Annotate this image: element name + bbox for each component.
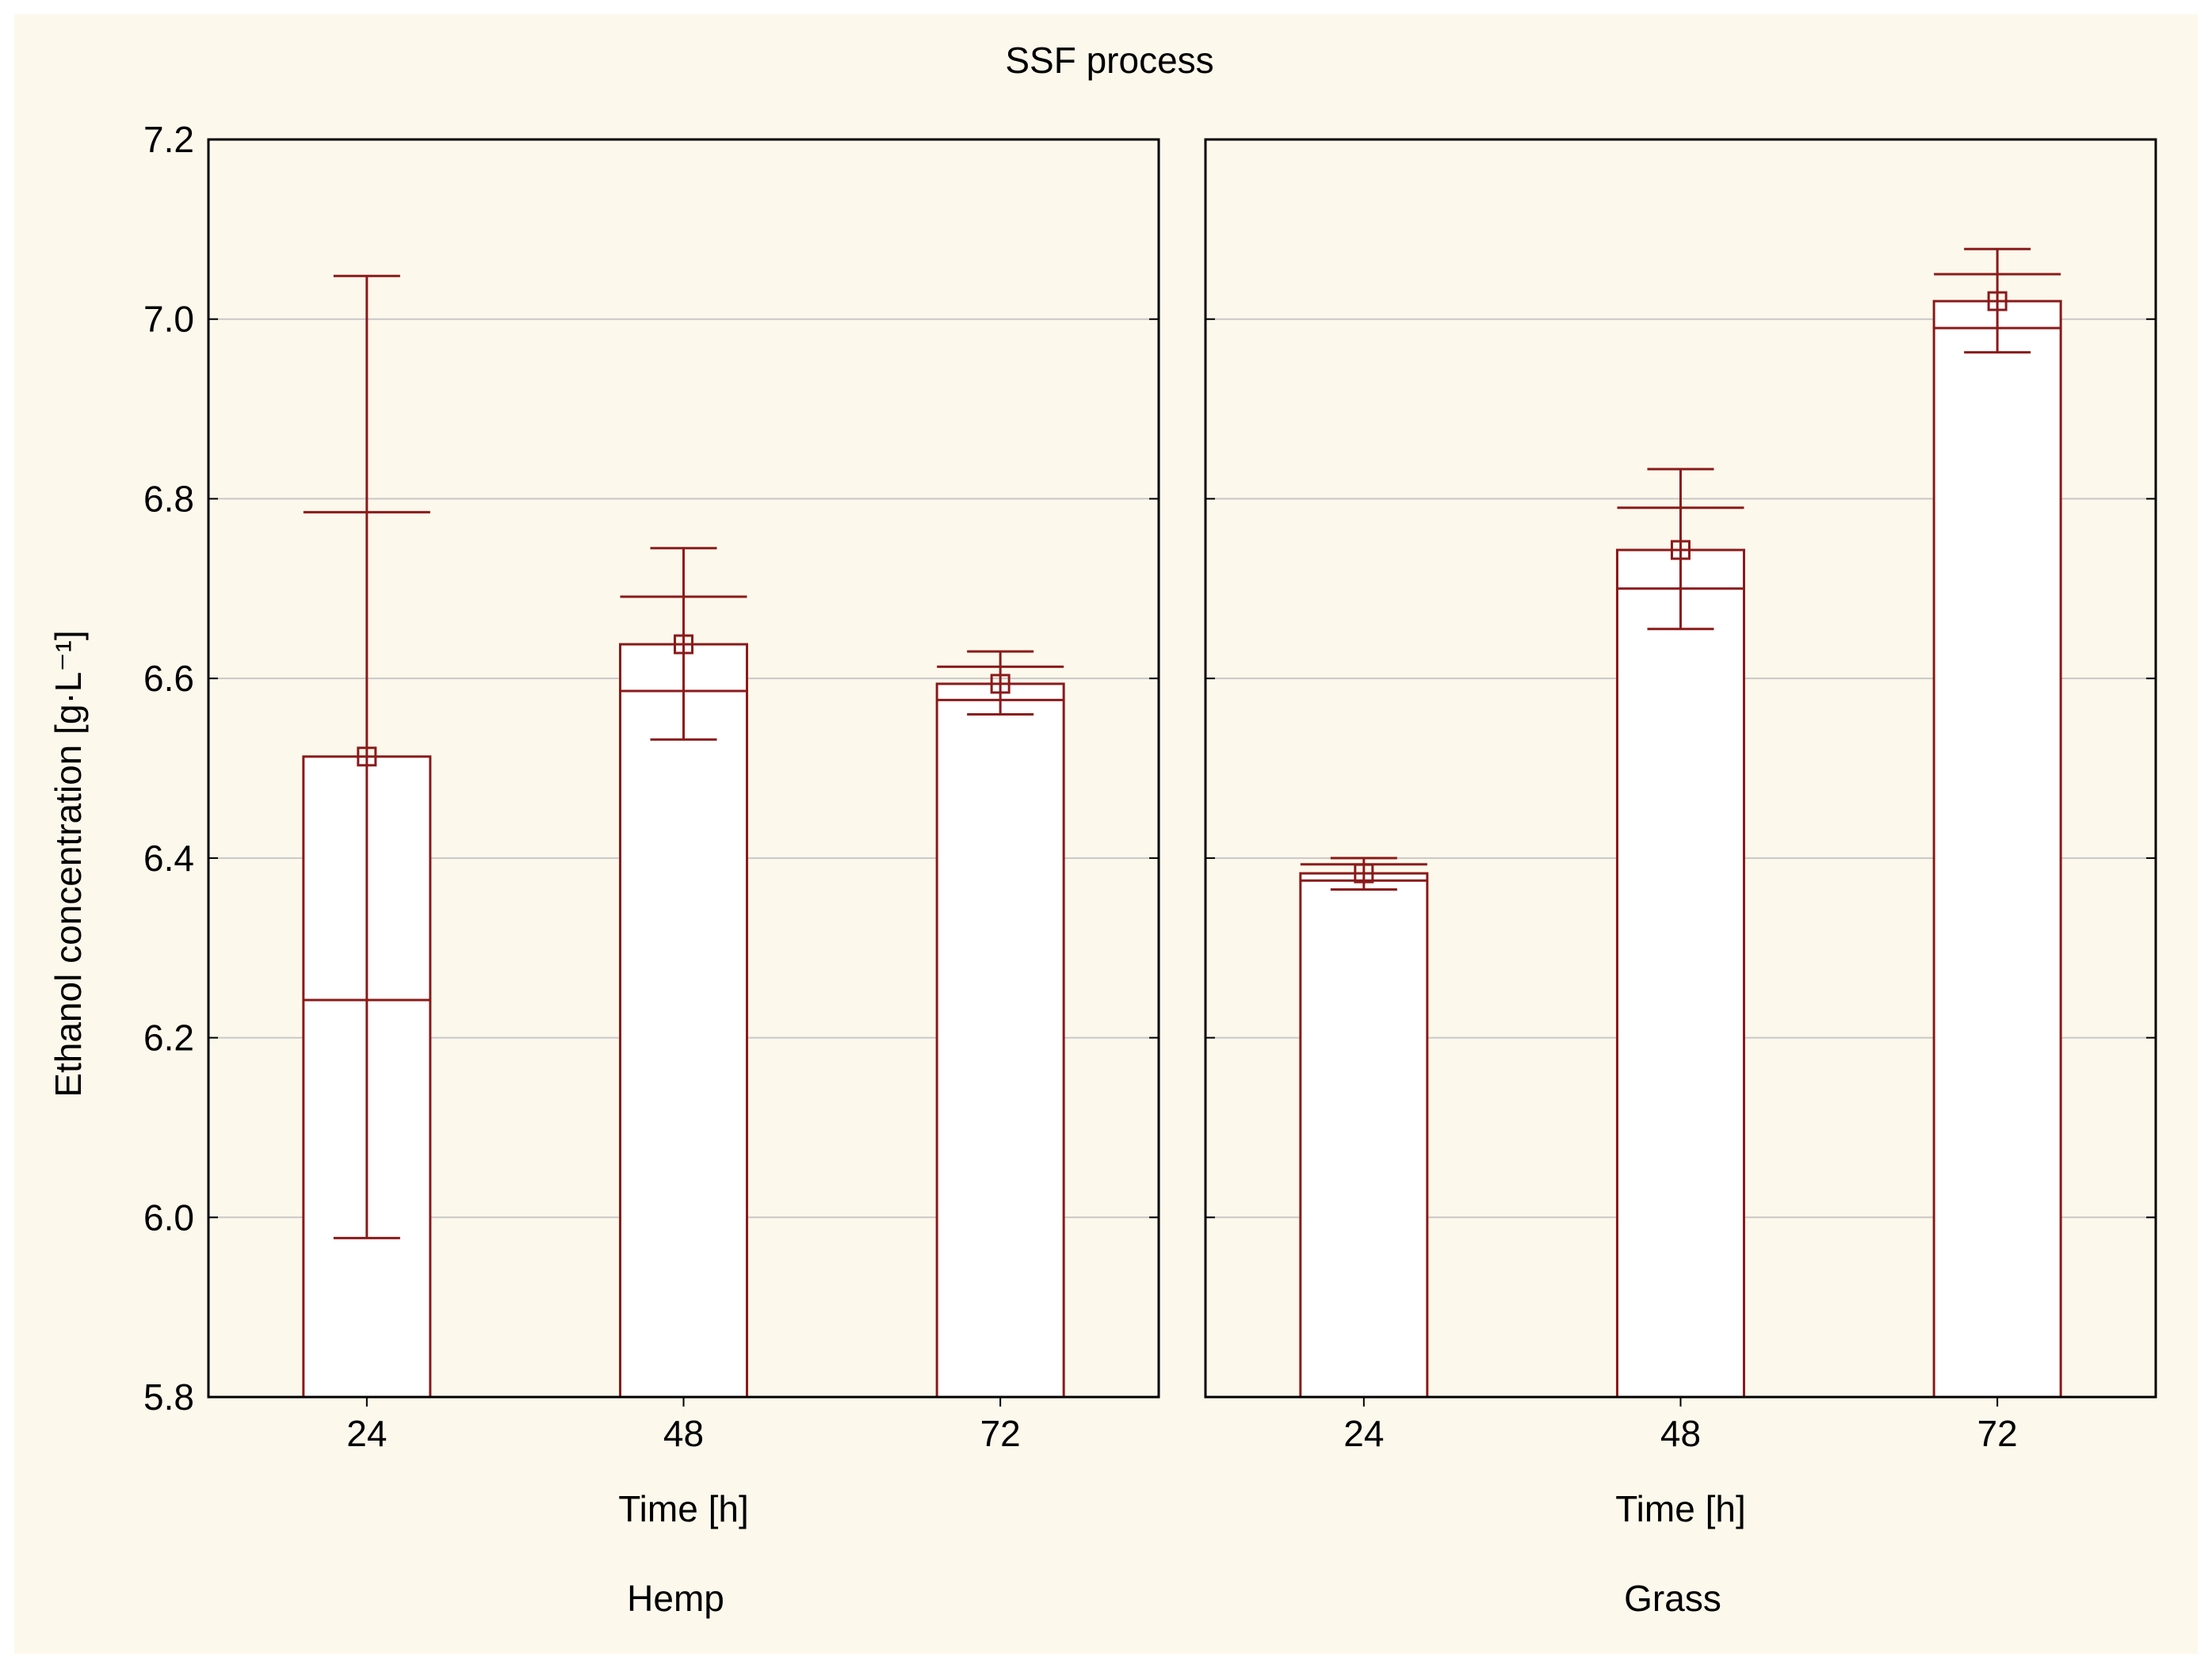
bar [619, 643, 748, 1399]
bar-group-grass-24: 24 [1299, 857, 1429, 1454]
x-tick-label: 48 [1660, 1413, 1701, 1454]
plot-frame [1204, 138, 2157, 1399]
y-tick-label: 5.8 [143, 1376, 194, 1418]
x-axis-label: Time [h] [1615, 1488, 1745, 1529]
y-tick-label: 6.2 [143, 1017, 194, 1059]
y-tick-label: 6.0 [143, 1197, 194, 1238]
y-tick-label: 6.6 [143, 658, 194, 699]
group-label: Grass [1624, 1578, 1721, 1619]
x-tick-label: 72 [980, 1413, 1021, 1454]
bar-group-grass-48: 48 [1616, 468, 1745, 1454]
mean-marker [674, 634, 693, 655]
mean-marker [1354, 863, 1374, 884]
bar-group-hemp-48: 48 [619, 547, 748, 1454]
x-tick-label: 24 [1343, 1413, 1384, 1454]
mean-marker [357, 746, 377, 767]
panel-grass: 24 48 72 Time [h] Grass [1204, 138, 2157, 1619]
bar-group-grass-72: 72 [1932, 247, 2062, 1454]
x-tick-label: 48 [663, 1413, 704, 1454]
y-tick-label: 7.2 [143, 119, 194, 160]
mean-marker [990, 674, 1010, 694]
plot-layer: 7.2 7.0 6.8 6.6 6.4 6.2 6.0 5.8 24 48 72 Time [h] He… [143, 119, 2157, 1619]
bar-group-hemp-24: 24 [302, 274, 432, 1454]
group-label: Hemp [627, 1578, 724, 1619]
plot-frame [207, 138, 1160, 1399]
bar-group-hemp-72: 72 [935, 650, 1065, 1454]
mean-marker [1671, 540, 1691, 560]
y-axis-label: Ethanol concentration [g·L⁻¹] [48, 630, 89, 1097]
bar [1932, 300, 2062, 1399]
chart-title: SSF process [1005, 40, 1213, 81]
y-tick-label: 6.4 [143, 838, 194, 879]
x-tick-label: 72 [1977, 1413, 2018, 1454]
y-tick-label: 7.0 [143, 299, 194, 340]
y-tick-label: 6.8 [143, 478, 194, 519]
mean-marker [1987, 291, 2008, 311]
bar [1299, 872, 1429, 1399]
x-tick-label: 24 [346, 1413, 387, 1454]
bar [935, 682, 1065, 1399]
x-axis-label: Time [h] [618, 1488, 748, 1529]
panel-hemp: 7.2 7.0 6.8 6.6 6.4 6.2 6.0 5.8 24 48 72 Time [h] He… [143, 119, 1160, 1619]
bar [1616, 548, 1745, 1399]
